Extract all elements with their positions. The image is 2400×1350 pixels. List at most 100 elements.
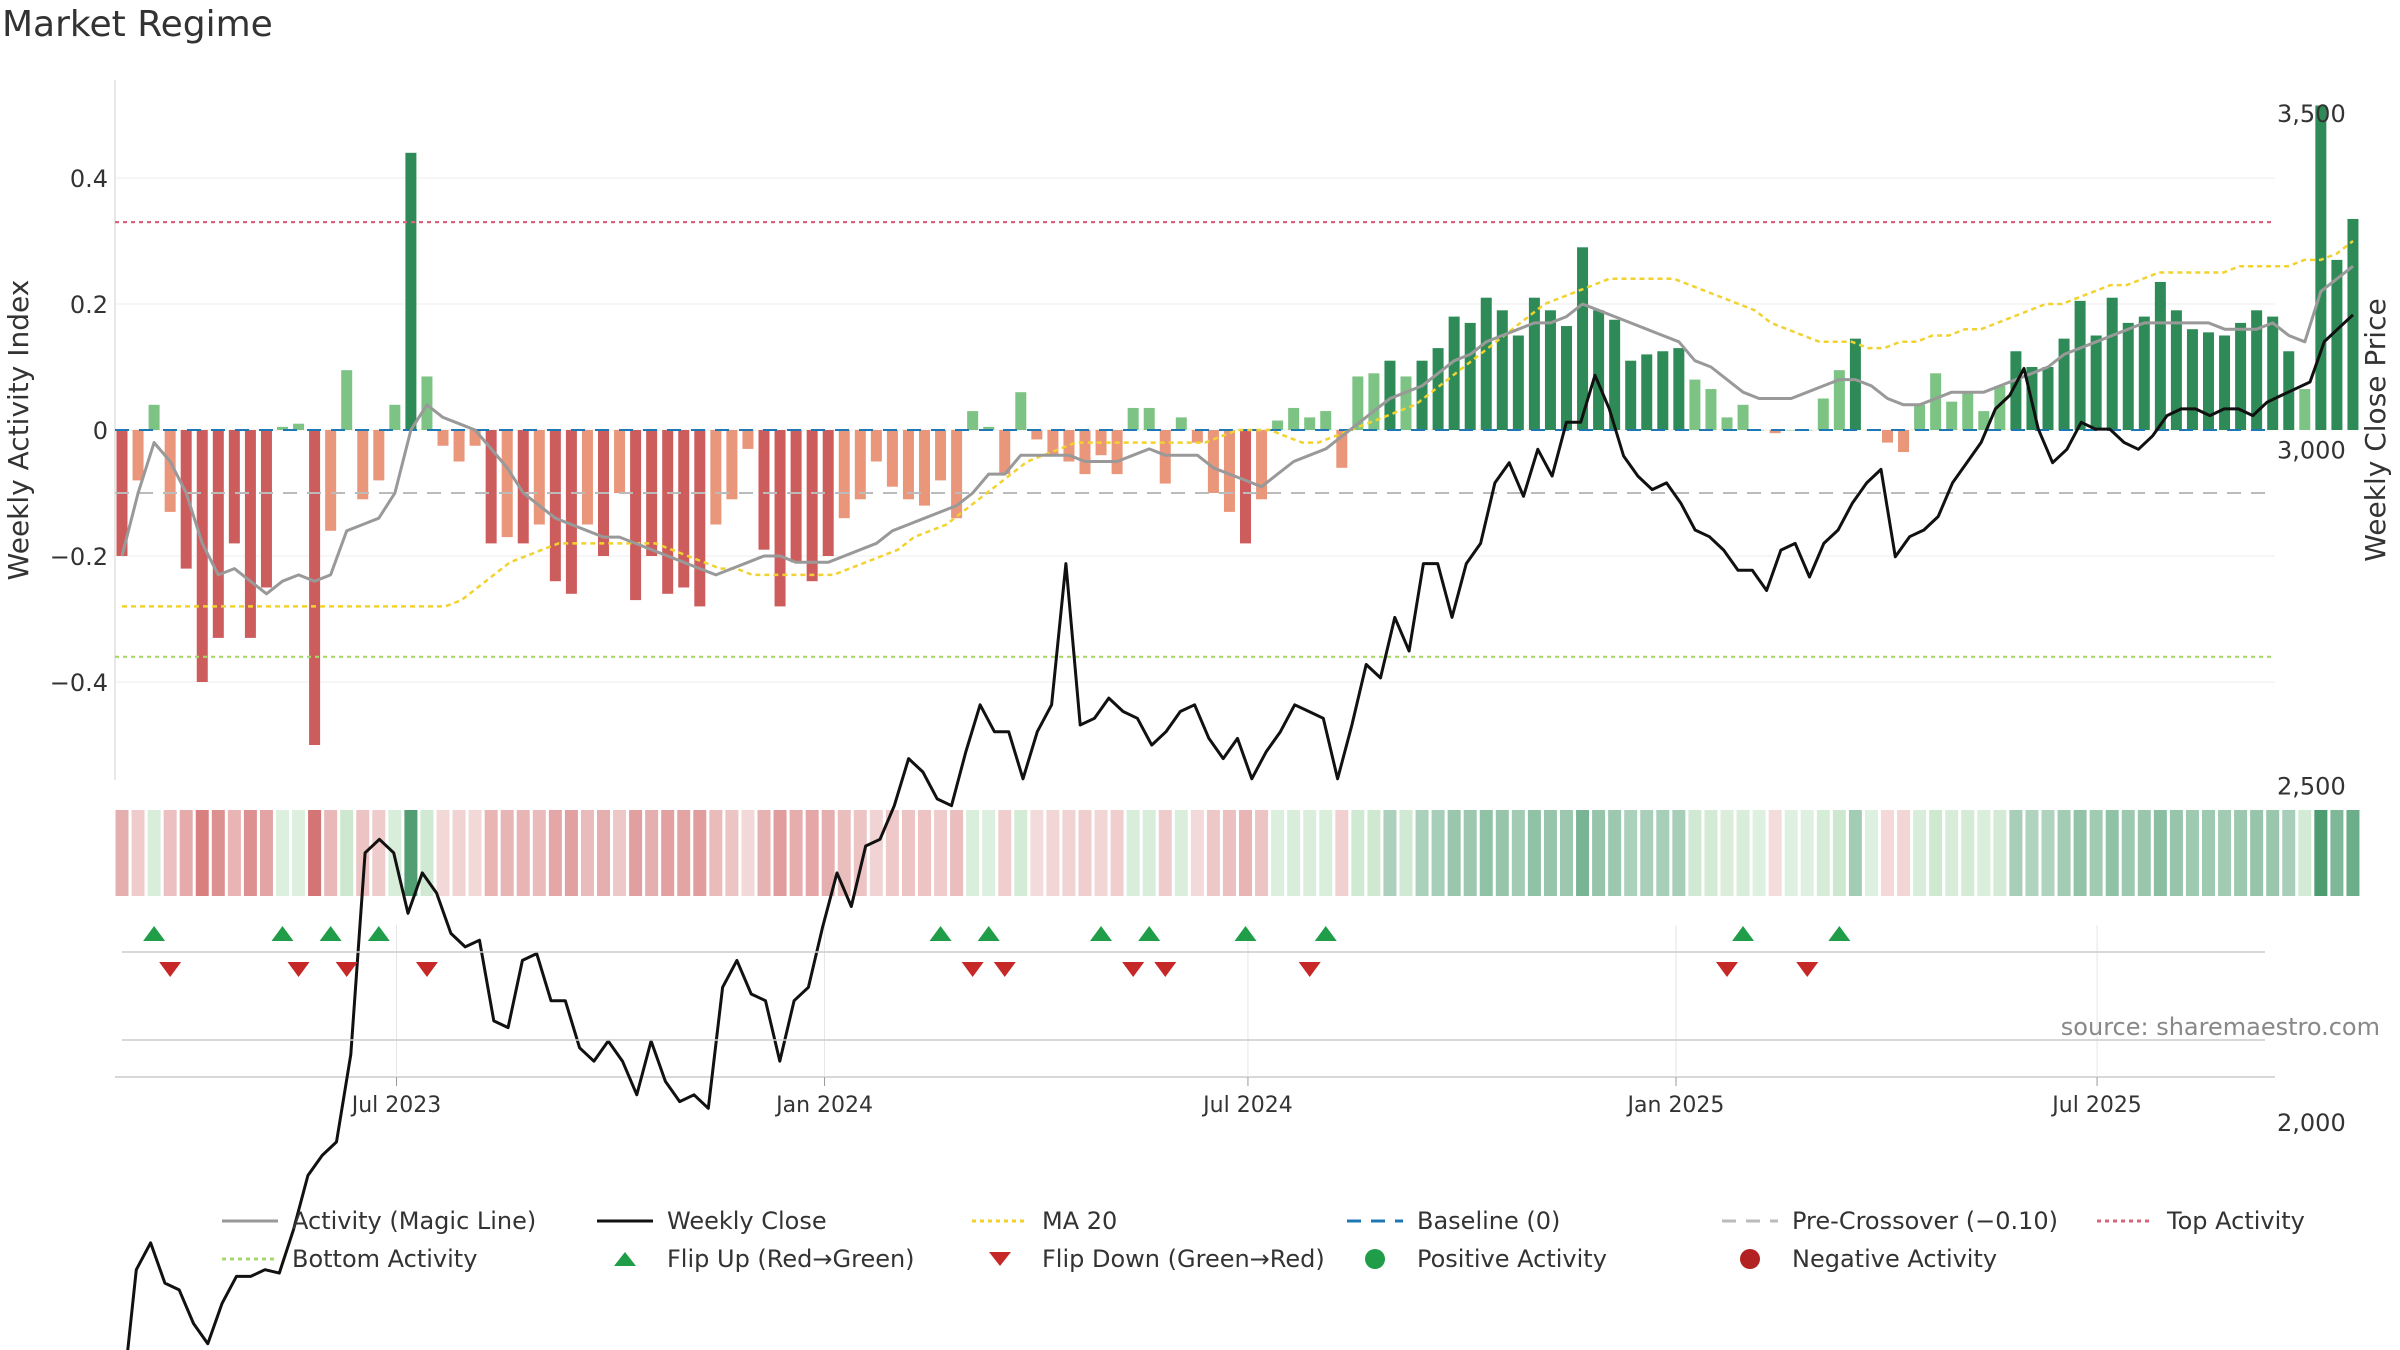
activity-bar bbox=[2219, 335, 2231, 430]
legend-label: Baseline (0) bbox=[1417, 1207, 1561, 1235]
regime-cell bbox=[1688, 810, 1702, 896]
activity-bar bbox=[2203, 332, 2214, 430]
activity-bar bbox=[373, 430, 385, 481]
regime-cell bbox=[1158, 810, 1172, 896]
activity-bar bbox=[2154, 281, 2166, 430]
activity-bar bbox=[2042, 367, 2054, 430]
activity-bar bbox=[277, 426, 288, 430]
regime-cell bbox=[1864, 810, 1878, 896]
legend-line-swatch bbox=[597, 1219, 653, 1223]
flip-up-marker bbox=[143, 926, 166, 941]
activity-bar bbox=[1930, 373, 1942, 430]
legend-item: Flip Down (Green→Red) bbox=[970, 1243, 1345, 1275]
activity-bar bbox=[1496, 310, 1508, 430]
regime-cell bbox=[613, 810, 627, 896]
regime-cell bbox=[1078, 810, 1092, 896]
regime-cell bbox=[468, 810, 482, 896]
activity-bar bbox=[983, 426, 995, 430]
flip-up-marker bbox=[1314, 926, 1337, 941]
flip-up-marker bbox=[1090, 926, 1113, 941]
regime-cell bbox=[115, 810, 129, 896]
activity-bar bbox=[549, 430, 561, 582]
regime-cell bbox=[452, 810, 466, 896]
regime-cell bbox=[2025, 810, 2039, 896]
legend-item: Baseline (0) bbox=[1345, 1205, 1720, 1237]
regime-cell bbox=[276, 810, 289, 896]
regime-cell bbox=[2266, 810, 2280, 896]
regime-cell bbox=[1383, 810, 1397, 896]
legend-label: Flip Up (Red→Green) bbox=[667, 1245, 915, 1273]
regime-cell bbox=[918, 810, 931, 896]
regime-cell bbox=[404, 810, 418, 896]
flip-down-marker bbox=[1122, 962, 1145, 977]
legend-line-swatch bbox=[972, 1219, 1028, 1223]
regime-cell bbox=[661, 810, 675, 896]
regime-cell bbox=[259, 810, 273, 896]
flip-up-marker bbox=[1828, 926, 1851, 941]
regime-cell bbox=[821, 810, 835, 896]
legend-item: Top Activity bbox=[2095, 1205, 2395, 1237]
activity-bar bbox=[710, 430, 722, 525]
regime-cell bbox=[1303, 810, 1317, 896]
activity-bar bbox=[533, 430, 545, 525]
activity-bars bbox=[116, 105, 2359, 745]
regime-cell bbox=[147, 810, 161, 896]
regime-cell bbox=[2282, 810, 2296, 896]
activity-dot-icon bbox=[1365, 1249, 1385, 1269]
activity-bar bbox=[870, 430, 882, 462]
activity-bar bbox=[2331, 259, 2343, 430]
activity-bar bbox=[341, 370, 353, 430]
flip-down-marker bbox=[1796, 962, 1819, 977]
regime-cell bbox=[1704, 810, 1718, 896]
legend-label: MA 20 bbox=[1042, 1207, 1118, 1235]
flip-down-icon bbox=[989, 1252, 1011, 1266]
activity-bar bbox=[421, 376, 433, 430]
activity-bar bbox=[838, 430, 850, 519]
regime-cell bbox=[2057, 810, 2071, 896]
legend-line-swatch bbox=[1347, 1219, 1403, 1223]
regime-cell bbox=[2234, 810, 2248, 896]
flip-up-marker bbox=[929, 926, 952, 941]
grid-layer bbox=[114, 80, 2275, 1078]
right-tick-label: 3,000 bbox=[2277, 436, 2346, 464]
flip-down-marker bbox=[335, 962, 358, 977]
activity-bar bbox=[1849, 338, 1861, 430]
regime-cell bbox=[982, 810, 996, 896]
regime-cell bbox=[2169, 810, 2183, 896]
regime-cell bbox=[163, 810, 177, 896]
regime-cell bbox=[2089, 810, 2103, 896]
regime-cell bbox=[2250, 810, 2264, 896]
legend-line-swatch bbox=[222, 1257, 278, 1261]
activity-bar bbox=[1946, 401, 1958, 430]
activity-bar bbox=[1978, 411, 1990, 430]
regime-cell bbox=[1110, 810, 1124, 896]
regime-cell bbox=[1479, 810, 1493, 896]
activity-bar bbox=[742, 430, 754, 449]
activity-bar bbox=[2347, 218, 2359, 430]
activity-bar bbox=[1480, 297, 1492, 430]
activity-bar bbox=[967, 411, 979, 430]
activity-bar bbox=[902, 430, 914, 500]
regime-cell bbox=[2009, 810, 2023, 896]
flip-down-marker bbox=[415, 962, 438, 977]
regime-cell bbox=[1463, 810, 1477, 896]
flip-up-marker bbox=[1234, 926, 1257, 941]
regime-cell bbox=[1543, 810, 1557, 896]
legend-line-swatch bbox=[222, 1219, 278, 1223]
regime-cell bbox=[2346, 810, 2360, 896]
x-tick-label: Jan 2025 bbox=[1626, 1093, 1725, 1118]
regime-cell bbox=[243, 810, 257, 896]
activity-bar bbox=[694, 430, 706, 607]
flip-up-marker bbox=[367, 926, 390, 941]
regime-cell bbox=[131, 810, 145, 896]
regime-cell bbox=[179, 810, 193, 896]
regime-cell bbox=[1929, 810, 1943, 896]
activity-bar bbox=[1737, 404, 1749, 430]
activity-bar bbox=[919, 430, 930, 506]
activity-bar bbox=[854, 430, 866, 500]
activity-bar bbox=[309, 430, 321, 745]
regime-cell bbox=[1287, 810, 1301, 896]
activity-bar bbox=[196, 430, 208, 682]
regime-cell bbox=[1335, 810, 1349, 896]
x-tick-label: Jan 2024 bbox=[774, 1093, 873, 1118]
